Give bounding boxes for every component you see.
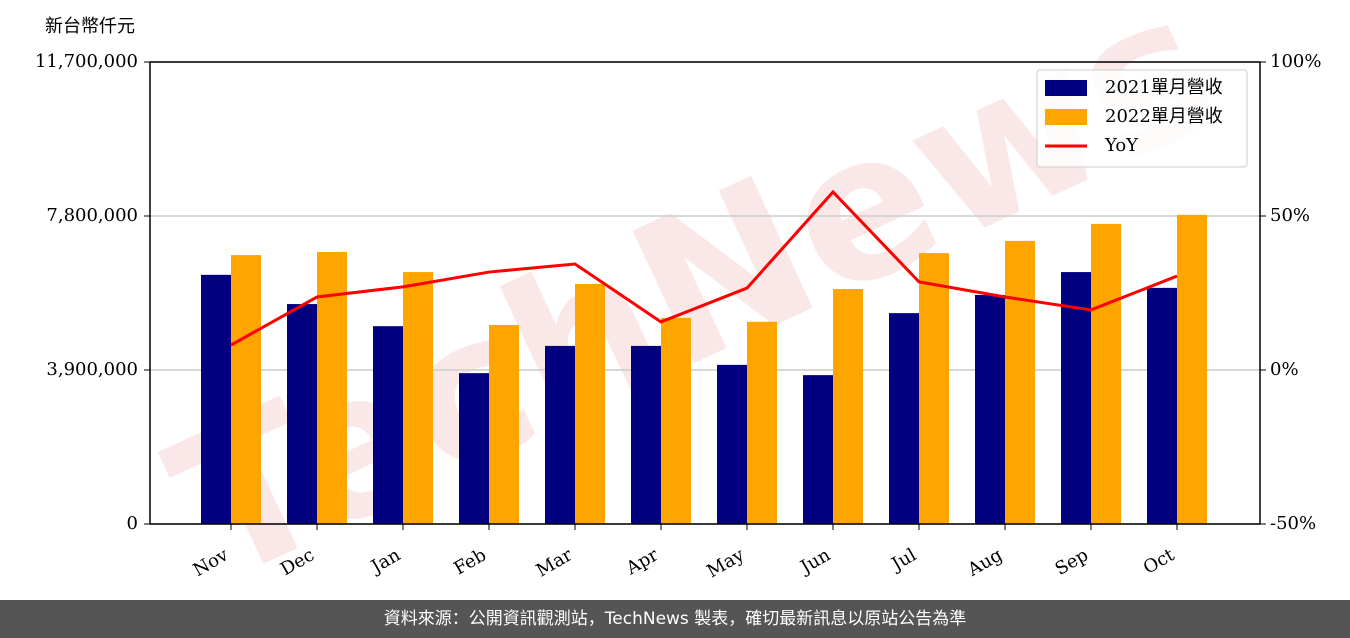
- bar: [545, 345, 575, 524]
- line: [230, 189, 1178, 347]
- footer-bar: [0, 600, 1350, 638]
- y2-tick-label: 0%: [1270, 359, 1299, 380]
- x-tick-label: May: [703, 544, 748, 582]
- bar: [575, 283, 605, 524]
- legend-swatch: [1045, 80, 1087, 96]
- legend-box: [1036, 69, 1248, 168]
- bar: [803, 375, 833, 524]
- bar: [231, 255, 261, 525]
- legend-label: YoY: [1104, 135, 1139, 156]
- bar: [1061, 272, 1091, 524]
- x-tick-label: Oct: [1140, 544, 1179, 579]
- bar: [631, 345, 661, 524]
- y2-tick-label: -50%: [1270, 513, 1316, 534]
- bar: [489, 324, 519, 524]
- bar: [459, 373, 489, 524]
- legend-label: 2021單月營收: [1105, 77, 1223, 98]
- bar: [287, 304, 317, 524]
- x-tick-label: Jul: [886, 544, 920, 576]
- y-tick-label: 7,800,000: [46, 205, 138, 226]
- legend-label: 2022單月營收: [1105, 106, 1223, 127]
- bar: [889, 313, 919, 524]
- bar: [373, 326, 403, 524]
- bar: [661, 317, 691, 524]
- bar: [919, 253, 949, 524]
- y-tick-label: 0: [127, 513, 138, 534]
- y2-tick-label: 100%: [1270, 51, 1321, 72]
- y-tick-label: 11,700,000: [35, 51, 138, 72]
- plot-frame: [149, 61, 1261, 525]
- bar: [1091, 223, 1121, 524]
- bar: [201, 274, 231, 524]
- x-tick-label: Feb: [450, 544, 490, 579]
- legend-swatch: [1045, 109, 1087, 125]
- y-unit-label: 新台幣仟元: [45, 16, 135, 37]
- x-tick-label: Sep: [1052, 544, 1092, 579]
- x-tick-label: Aug: [963, 544, 1006, 581]
- x-tick-label: Jun: [795, 544, 834, 579]
- bar: [833, 289, 863, 524]
- bar: [717, 364, 747, 524]
- bar: [1147, 287, 1177, 524]
- y2-tick-label: 50%: [1270, 205, 1310, 226]
- bar: [1005, 240, 1035, 524]
- y-tick-label: 3,900,000: [46, 359, 138, 380]
- x-tick-label: Apr: [622, 544, 662, 579]
- footer: 資料來源：公開資訊觀測站，TechNews 製表，確切最新訊息以原站公告為準: [384, 609, 966, 629]
- x-tick-label: Mar: [533, 544, 577, 581]
- bar: [1177, 214, 1207, 525]
- bar: [403, 272, 433, 524]
- bar: [975, 294, 1005, 524]
- bar: [747, 321, 777, 524]
